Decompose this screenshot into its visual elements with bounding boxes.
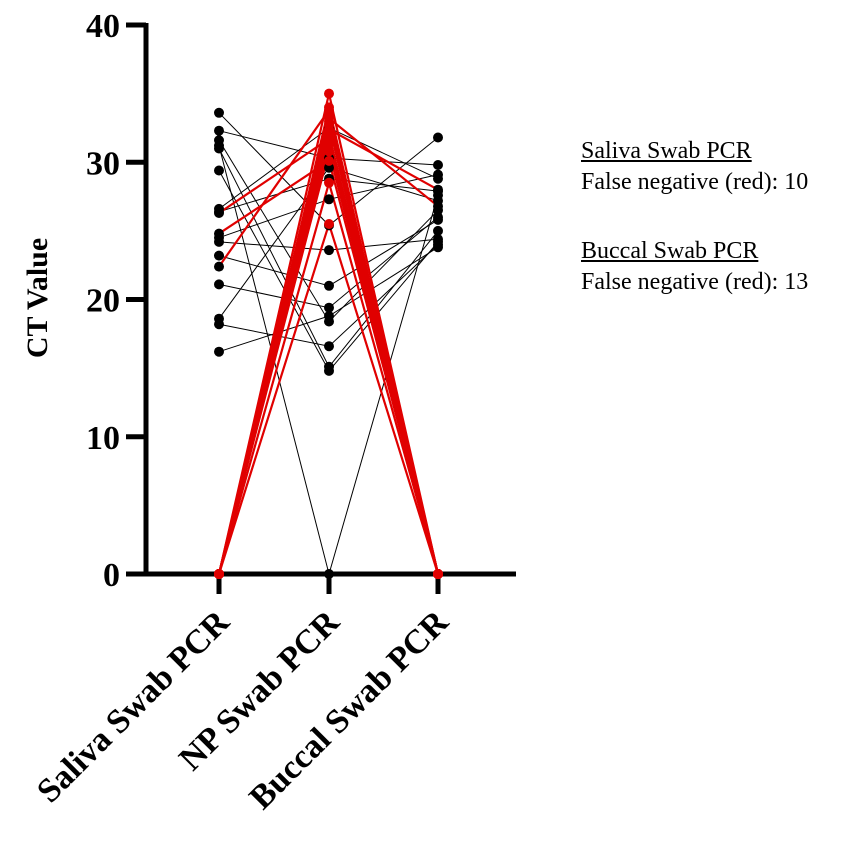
series-line-14 [218,246,439,353]
data-point [433,201,443,212]
data-point [214,236,224,247]
data-point [214,165,224,176]
y-tick-label: 0 [103,557,120,594]
data-point [214,107,224,118]
data-point [324,124,334,135]
data-point [324,219,334,229]
data-point [324,365,334,376]
data-point [433,212,443,223]
data-point [433,569,443,579]
series-line-13 [218,244,439,347]
y-tick-label: 30 [86,145,120,182]
data-point [214,228,224,239]
data-point [433,242,443,253]
data-point [324,194,334,205]
data-point [324,280,334,291]
data-points [214,88,443,579]
data-point [214,125,224,136]
data-point [433,225,443,236]
legend-saliva-title: Saliva Swab PCR [581,138,752,164]
data-point [324,177,334,188]
data-point [433,160,443,170]
data-point [324,245,334,256]
false-negative-line-24 [217,220,440,575]
legend-buccal: Buccal Swab PCR False negative (red): 13 [581,236,808,298]
data-point [324,341,334,352]
data-point [433,184,443,195]
data-point [433,132,443,143]
false-negative-line-21 [217,142,440,575]
data-point [324,569,334,579]
data-point [324,155,334,166]
data-point [214,250,224,261]
data-point [214,208,224,218]
legend-saliva-text: False negative (red): 10 [581,169,809,195]
data-point [324,133,334,144]
series-line-3 [218,145,439,576]
data-point [214,279,224,290]
data-point [324,88,334,99]
x-category-label: Buccal Swab PCR [242,603,455,816]
data-point [324,105,334,116]
y-tick-label: 20 [86,283,120,320]
legend-saliva: Saliva Swab PCR False negative (red): 10 [581,136,808,198]
data-point [214,319,224,330]
y-tick-label: 40 [86,8,120,45]
data-point [324,113,334,124]
legend-buccal-text: False negative (red): 13 [581,269,809,295]
data-point [324,146,334,157]
data-point [324,311,334,321]
data-point [214,569,224,579]
y-tick-labels: 0 10 20 30 40 [86,8,120,594]
false-negative-line-23 [217,178,440,575]
y-axis-title: CT Value [21,238,54,358]
data-point [214,143,224,154]
data-point [433,169,443,180]
legend-buccal-title: Buccal Swab PCR [581,238,759,264]
y-tick-label: 10 [86,420,120,457]
data-point [214,261,224,272]
x-category-label: Saliva Swab PCR [30,603,237,810]
data-point [324,302,334,313]
data-point [214,346,224,357]
